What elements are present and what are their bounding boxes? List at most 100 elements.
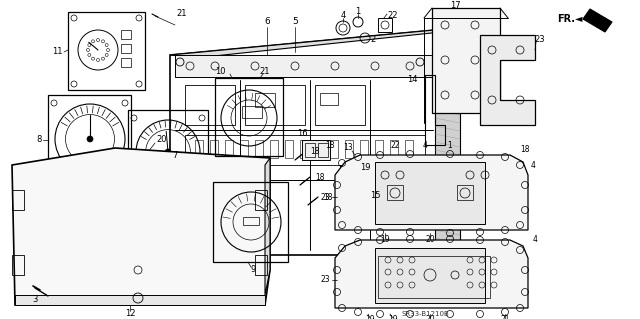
Bar	[285, 140, 293, 158]
Polygon shape	[15, 295, 265, 305]
Text: 17: 17	[450, 1, 460, 10]
Text: SR33-B1210B: SR33-B1210B	[401, 311, 449, 317]
Bar	[225, 140, 233, 158]
Bar	[121, 30, 131, 39]
Bar	[360, 140, 368, 158]
Text: 22: 22	[388, 11, 398, 19]
Text: 1: 1	[447, 140, 452, 150]
Text: 23: 23	[321, 192, 330, 202]
Text: 9: 9	[250, 265, 255, 275]
Text: 19: 19	[388, 315, 398, 319]
Bar	[128, 110, 208, 193]
Bar	[175, 55, 433, 77]
Bar	[375, 248, 485, 303]
Bar	[255, 255, 267, 275]
Text: 4: 4	[531, 160, 536, 169]
Bar	[121, 58, 131, 67]
Text: 18: 18	[325, 140, 335, 150]
Text: 20: 20	[157, 136, 167, 145]
Bar	[185, 135, 425, 165]
Bar	[375, 140, 383, 158]
Text: 6: 6	[264, 18, 270, 26]
Bar	[185, 85, 235, 125]
Bar	[457, 185, 473, 200]
Bar	[315, 140, 323, 158]
Text: 14: 14	[408, 76, 418, 85]
Bar	[315, 85, 365, 125]
Bar	[48, 95, 131, 183]
Bar	[340, 165, 360, 180]
Text: 21: 21	[500, 315, 509, 319]
Text: 15: 15	[370, 191, 380, 201]
Text: 2: 2	[371, 35, 376, 44]
Polygon shape	[335, 240, 528, 308]
Text: 19: 19	[380, 235, 390, 244]
Bar	[195, 140, 203, 158]
Text: 3: 3	[32, 295, 38, 305]
Bar	[378, 18, 392, 32]
Bar	[390, 140, 398, 158]
Polygon shape	[435, 30, 460, 255]
Bar	[255, 190, 267, 210]
Bar	[318, 143, 328, 157]
Bar	[12, 190, 24, 210]
Circle shape	[87, 136, 93, 142]
Text: 20: 20	[425, 235, 435, 244]
Circle shape	[165, 149, 171, 155]
Text: 10: 10	[215, 68, 225, 77]
Bar	[300, 140, 308, 158]
Text: 18: 18	[323, 192, 333, 202]
Bar	[350, 185, 372, 203]
Bar	[12, 255, 24, 275]
Bar	[255, 140, 263, 158]
Text: 23: 23	[534, 35, 545, 44]
Bar	[432, 8, 500, 113]
Bar	[210, 140, 218, 158]
Bar	[405, 140, 413, 158]
Polygon shape	[265, 158, 270, 295]
Bar	[358, 195, 368, 207]
Text: 12: 12	[125, 309, 135, 318]
Text: 4: 4	[532, 235, 538, 244]
Text: 18: 18	[520, 145, 530, 154]
Text: 5: 5	[292, 18, 298, 26]
Polygon shape	[583, 9, 612, 32]
Bar	[215, 78, 283, 156]
Bar	[121, 44, 131, 53]
Text: 16: 16	[297, 130, 307, 138]
Text: 22: 22	[390, 140, 400, 150]
Polygon shape	[335, 155, 528, 230]
Text: 4: 4	[340, 11, 346, 19]
Bar	[330, 140, 338, 158]
Bar	[378, 256, 490, 298]
Bar	[245, 85, 305, 125]
Bar	[305, 143, 315, 157]
Polygon shape	[12, 148, 270, 305]
Text: 7: 7	[172, 151, 178, 160]
Text: 19: 19	[365, 315, 375, 319]
Text: 11: 11	[52, 48, 63, 56]
Bar	[375, 162, 485, 224]
Bar	[302, 140, 330, 160]
Bar	[243, 217, 259, 225]
Polygon shape	[170, 30, 460, 58]
Bar	[320, 93, 338, 105]
Text: 18: 18	[316, 173, 324, 182]
Text: 19: 19	[360, 164, 371, 173]
Text: 1: 1	[355, 8, 360, 17]
Text: 8: 8	[36, 136, 42, 145]
Bar	[387, 185, 403, 200]
Text: 18: 18	[310, 147, 320, 157]
Text: FR.◄: FR.◄	[557, 14, 583, 24]
Text: 4: 4	[422, 140, 428, 150]
Text: 21: 21	[260, 68, 270, 77]
Bar	[242, 106, 262, 118]
Bar	[68, 12, 145, 90]
Bar	[270, 140, 278, 158]
Bar	[255, 93, 275, 107]
Text: 20: 20	[425, 315, 435, 319]
Text: 23: 23	[321, 276, 330, 285]
Bar	[213, 182, 288, 262]
Bar	[345, 140, 353, 158]
Text: 21: 21	[177, 10, 188, 19]
